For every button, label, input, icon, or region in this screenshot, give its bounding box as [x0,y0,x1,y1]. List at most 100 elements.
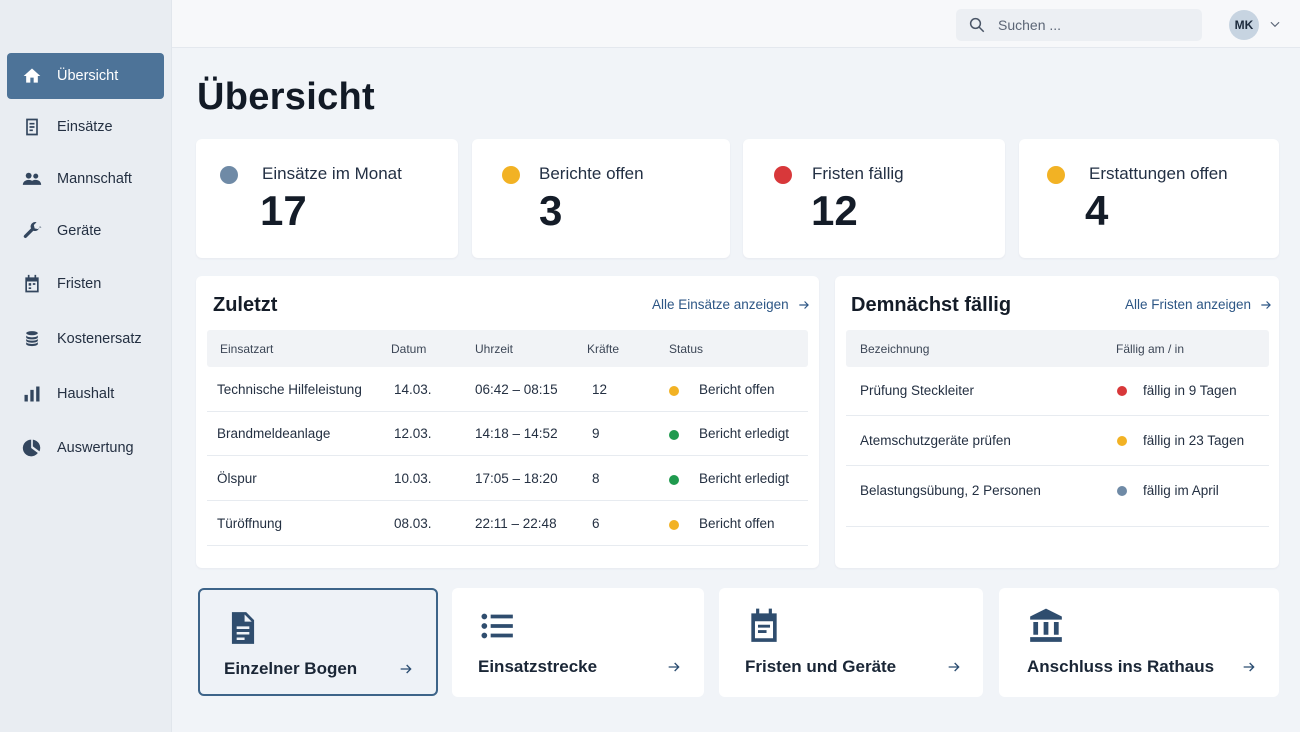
list-item[interactable]: Atemschutzgeräte prüfen fällig in 23 Tag… [846,416,1269,466]
action-anschluss-ins-rathaus[interactable]: Anschluss ins Rathaus [999,588,1279,697]
action-einsatzstrecke[interactable]: Einsatzstrecke [452,588,704,697]
pie-chart-icon [21,437,43,459]
stat-label: Berichte offen [539,164,644,183]
item-name: Prüfung Steckleiter [860,383,975,398]
sidebar-item-fristen[interactable]: Fristen [7,261,164,307]
cell-time: 17:05 – 18:20 [475,471,558,486]
search-input[interactable] [998,17,1188,33]
status-dot [669,386,679,396]
status-dot [669,430,679,440]
arrow-right-icon [666,659,682,675]
stat-card-einsaetze[interactable]: Einsätze im Monat 17 [196,139,458,258]
item-name: Atemschutzgeräte prüfen [860,433,1011,448]
list-item[interactable]: Prüfung Steckleiter fällig in 9 Tagen [846,367,1269,416]
panel-title: Zuletzt [213,294,278,316]
avatar[interactable]: MK [1229,10,1259,40]
link-label: Alle Fristen anzeigen [1125,297,1252,312]
column-header: Fällig am / in [1116,342,1185,356]
sidebar-item-uebersicht[interactable]: Übersicht [7,53,164,99]
stat-label: Erstattungen offen [1089,164,1228,183]
document-icon [21,116,43,138]
tile-label: Anschluss ins Rathaus [1027,657,1215,676]
tile-label: Einzelner Bogen [224,659,358,678]
page-title: Übersicht [197,76,375,118]
sidebar-item-kostenersatz[interactable]: Kostenersatz [7,316,164,362]
status-dot [220,166,238,184]
sidebar-item-einsaetze[interactable]: Einsätze [7,104,164,150]
stat-card-fristen[interactable]: Fristen fällig 12 [743,139,1005,258]
table-row[interactable]: Türöffnung 08.03. 22:11 – 22:48 6 Berich… [207,501,808,546]
stat-value: 17 [260,187,307,234]
stat-card-erstattungen[interactable]: Erstattungen offen 4 [1019,139,1279,258]
chevron-down-icon[interactable] [1268,17,1282,31]
town-hall-icon [1027,606,1065,646]
sidebar-item-label: Haushalt [57,386,115,402]
column-header: Einsatzart [220,342,274,356]
stat-value: 12 [811,187,858,234]
table-row[interactable]: Ölspur 10.03. 17:05 – 18:20 8 Bericht er… [207,456,808,501]
cell-date: 10.03. [394,471,432,486]
cell-crew: 9 [592,426,600,441]
cell-crew: 12 [592,382,608,397]
search-icon [969,17,985,33]
status-dot [669,475,679,485]
all-incidents-link[interactable]: Alle Einsätze anzeigen [652,297,811,312]
action-fristen-und-geraete[interactable]: Fristen und Geräte [719,588,983,697]
cell-date: 12.03. [394,426,432,441]
form-icon [224,608,262,648]
sidebar-item-label: Einsätze [57,119,113,135]
cell-status: Bericht offen [699,382,775,397]
stat-label: Einsätze im Monat [262,164,402,183]
home-icon [21,65,43,87]
status-dot [1117,386,1127,396]
sidebar: Übersicht Einsätze Mannschaft Geräte Fri… [0,0,172,732]
people-icon [21,168,43,190]
cell-type: Technische Hilfeleistung [217,382,362,397]
tile-label: Einsatzstrecke [478,657,598,676]
item-due: fällig im April [1143,483,1219,498]
calendar-icon [21,273,43,295]
coins-icon [21,328,43,350]
cell-time: 06:42 – 08:15 [475,382,558,397]
sidebar-item-label: Kostenersatz [57,331,142,347]
cell-date: 14.03. [394,382,432,397]
sidebar-item-haushalt[interactable]: Haushalt [7,371,164,417]
sidebar-item-label: Geräte [57,223,102,239]
calendar-icon [745,606,783,646]
column-header: Uhrzeit [475,342,514,356]
list-item[interactable]: Belastungsübung, 2 Personen fällig im Ap… [846,466,1269,527]
wrench-icon [21,220,43,242]
tile-label: Fristen und Geräte [745,657,897,676]
list-icon [478,606,516,646]
all-deadlines-link[interactable]: Alle Fristen anzeigen [1125,297,1273,312]
item-due: fällig in 23 Tagen [1143,433,1245,448]
status-dot [669,520,679,530]
cell-type: Ölspur [217,471,257,486]
sidebar-item-label: Mannschaft [57,171,132,187]
cell-status: Bericht erledigt [699,426,790,441]
column-header: Datum [391,342,427,356]
search-bar[interactable] [956,9,1202,41]
sidebar-item-label: Fristen [57,276,102,292]
sidebar-item-mannschaft[interactable]: Mannschaft [7,156,164,202]
status-dot [502,166,520,184]
status-dot [774,166,792,184]
status-dot [1047,166,1065,184]
table-row[interactable]: Brandmeldeanlage 12.03. 14:18 – 14:52 9 … [207,411,808,456]
action-einzelner-bogen[interactable]: Einzelner Bogen [198,588,438,696]
sidebar-item-geraete[interactable]: Geräte [7,208,164,254]
cell-status: Bericht offen [699,516,775,531]
cell-status: Bericht erledigt [699,471,790,486]
sidebar-item-auswertung[interactable]: Auswertung [7,425,164,471]
item-due: fällig in 9 Tagen [1143,383,1237,398]
stat-card-berichte[interactable]: Berichte offen 3 [472,139,730,258]
item-name: Belastungsübung, 2 Personen [860,483,1041,498]
stat-value: 4 [1085,187,1109,234]
arrow-right-icon [798,300,809,309]
column-header: Status [669,342,704,356]
sidebar-item-label: Auswertung [57,440,134,456]
column-header: Bezeichnung [860,342,930,356]
cell-type: Türöffnung [217,516,283,531]
stat-value: 3 [539,187,563,234]
table-row[interactable]: Technische Hilfeleistung 14.03. 06:42 – … [207,367,808,412]
